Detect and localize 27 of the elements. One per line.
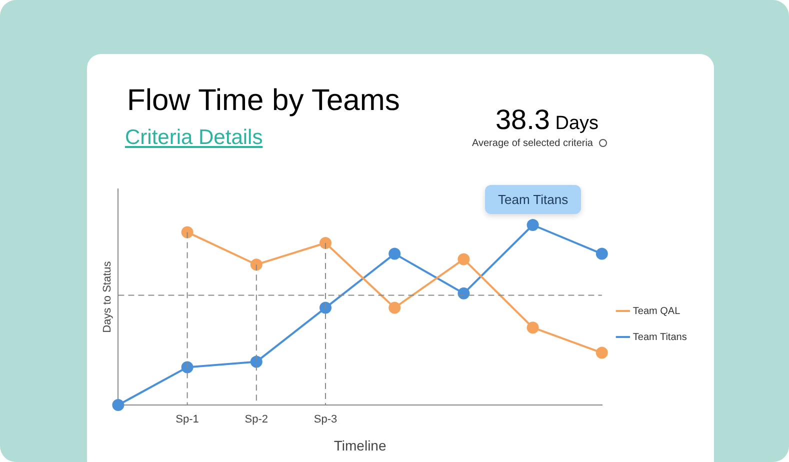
point [596,248,608,260]
point [181,361,194,374]
x-axis-title: Timeline [334,437,386,454]
point [112,399,124,411]
y-axis-title: Days to Status [102,260,114,333]
point [388,248,401,260]
x-tick-label: Sp-3 [314,414,338,426]
legend-label: Team QAL [632,306,681,317]
point [458,253,470,266]
point [250,356,262,368]
point [596,346,608,359]
text: Average of selected criteria [472,138,593,149]
point [526,322,539,334]
point [320,302,332,314]
point [526,219,539,231]
point [388,302,401,314]
chart-title: Flow Time by Teams [127,84,400,118]
x-tick-label: Sp-2 [244,414,268,426]
point [181,226,194,238]
point [320,237,332,249]
point [250,258,262,271]
chart-subtitle: Criteria Details [125,126,263,150]
text: Team Titans [485,185,582,214]
legend-label: Team Titans [632,332,687,343]
text: 38.3 Days [495,104,599,135]
x-tick-label: Sp-1 [176,414,199,426]
point [458,287,470,300]
